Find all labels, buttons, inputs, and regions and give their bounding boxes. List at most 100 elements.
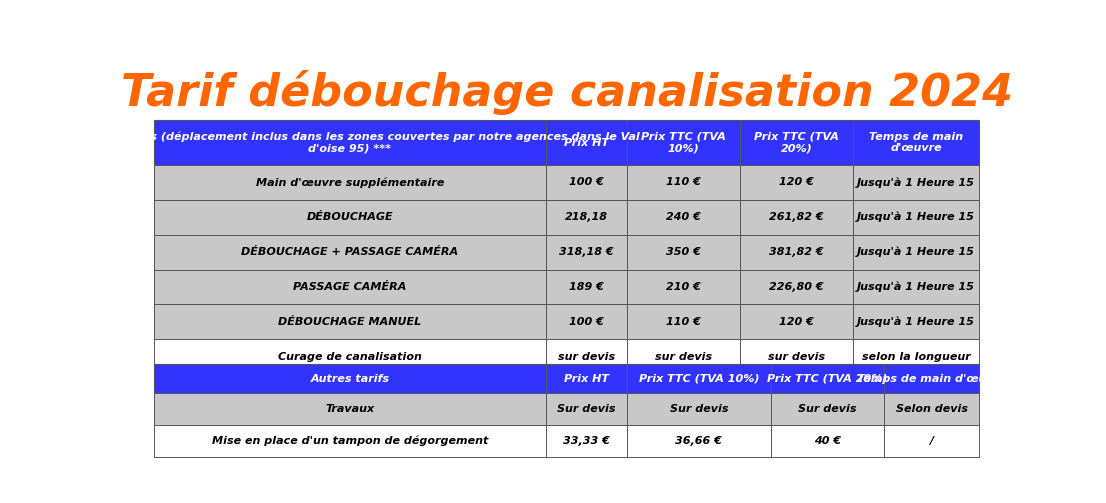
Text: 110 €: 110 €: [666, 317, 701, 327]
Bar: [627, 165, 740, 200]
Text: Tarif débouchage canalisation 2024: Tarif débouchage canalisation 2024: [121, 70, 1013, 115]
Text: Prix TTC (TVA 10%): Prix TTC (TVA 10%): [638, 374, 759, 384]
Bar: [853, 339, 979, 374]
Bar: [771, 393, 884, 425]
Text: 110 €: 110 €: [666, 178, 701, 187]
Text: DÉBOUCHAGE: DÉBOUCHAGE: [306, 212, 394, 222]
Bar: [154, 270, 546, 304]
Bar: [627, 364, 771, 393]
Bar: [546, 234, 627, 270]
Bar: [154, 200, 546, 234]
Bar: [853, 200, 979, 234]
Text: Jusqu'à 1 Heure 15: Jusqu'à 1 Heure 15: [857, 316, 975, 327]
Text: 240 €: 240 €: [666, 212, 701, 222]
Bar: [853, 270, 979, 304]
Bar: [546, 364, 627, 393]
Text: Main d'œuvre supplémentaire: Main d'œuvre supplémentaire: [255, 177, 445, 188]
Bar: [546, 393, 627, 425]
Bar: [154, 304, 546, 339]
Bar: [154, 165, 546, 200]
Bar: [771, 425, 884, 457]
Bar: [154, 339, 546, 374]
Bar: [740, 339, 853, 374]
Text: Tarif classiques (déplacement inclus dans les zones couvertes par notre agences : Tarif classiques (déplacement inclus dan…: [60, 132, 640, 154]
Bar: [740, 304, 853, 339]
Text: Temps de main
d'œuvre: Temps de main d'œuvre: [869, 132, 963, 153]
Text: 350 €: 350 €: [666, 247, 701, 257]
Text: 40 €: 40 €: [814, 436, 841, 446]
Bar: [627, 425, 771, 457]
Text: 120 €: 120 €: [779, 317, 814, 327]
Bar: [546, 200, 627, 234]
Text: Prix TTC (TVA 20%): Prix TTC (TVA 20%): [768, 374, 888, 384]
Text: 100 €: 100 €: [570, 178, 604, 187]
Bar: [546, 304, 627, 339]
Bar: [740, 270, 853, 304]
Bar: [884, 425, 979, 457]
Text: Curage de canalisation: Curage de canalisation: [278, 352, 421, 362]
Text: Autres tarifs: Autres tarifs: [311, 374, 389, 384]
Bar: [546, 425, 627, 457]
Bar: [627, 270, 740, 304]
Text: 210 €: 210 €: [666, 282, 701, 292]
Text: Sur devis: Sur devis: [799, 404, 857, 414]
Bar: [884, 393, 979, 425]
Bar: [546, 165, 627, 200]
Bar: [154, 425, 546, 457]
Bar: [154, 393, 546, 425]
Text: 33,33 €: 33,33 €: [563, 436, 611, 446]
Bar: [627, 200, 740, 234]
Bar: [740, 200, 853, 234]
Text: 36,66 €: 36,66 €: [676, 436, 722, 446]
Text: 218,18: 218,18: [565, 212, 608, 222]
Bar: [154, 120, 546, 165]
Text: sur devis: sur devis: [655, 352, 712, 362]
Text: Mise en place d'un tampon de dégorgement: Mise en place d'un tampon de dégorgement: [211, 436, 488, 446]
Bar: [853, 120, 979, 165]
Bar: [627, 120, 740, 165]
Text: sur devis: sur devis: [557, 352, 615, 362]
Text: selon la longueur: selon la longueur: [862, 352, 970, 362]
Text: 261,82 €: 261,82 €: [770, 212, 824, 222]
Bar: [546, 270, 627, 304]
Bar: [154, 234, 546, 270]
Text: Selon devis: Selon devis: [896, 404, 968, 414]
Bar: [771, 364, 884, 393]
Text: PASSAGE CAMÉRA: PASSAGE CAMÉRA: [293, 282, 407, 292]
Bar: [884, 364, 979, 393]
Text: 226,80 €: 226,80 €: [770, 282, 824, 292]
Text: Jusqu'à 1 Heure 15: Jusqu'à 1 Heure 15: [857, 282, 975, 292]
Text: 318,18 €: 318,18 €: [560, 247, 614, 257]
Bar: [853, 304, 979, 339]
Text: 100 €: 100 €: [570, 317, 604, 327]
Bar: [740, 234, 853, 270]
Bar: [853, 234, 979, 270]
Text: Prix TTC (TVA
20%): Prix TTC (TVA 20%): [754, 132, 839, 153]
Text: 120 €: 120 €: [779, 178, 814, 187]
Bar: [627, 393, 771, 425]
Text: Temps de main d'œuvre: Temps de main d'œuvre: [857, 374, 1006, 384]
Text: DÉBOUCHAGE + PASSAGE CAMÉRA: DÉBOUCHAGE + PASSAGE CAMÉRA: [241, 247, 459, 257]
Bar: [627, 339, 740, 374]
Bar: [546, 339, 627, 374]
Text: Prix HT: Prix HT: [564, 138, 609, 148]
Bar: [853, 165, 979, 200]
Text: Sur devis: Sur devis: [557, 404, 616, 414]
Bar: [740, 165, 853, 200]
Text: Travaux: Travaux: [325, 404, 375, 414]
Bar: [546, 120, 627, 165]
Text: Prix HT: Prix HT: [564, 374, 609, 384]
Bar: [627, 304, 740, 339]
Bar: [740, 120, 853, 165]
Text: sur devis: sur devis: [768, 352, 825, 362]
Text: Sur devis: Sur devis: [669, 404, 728, 414]
Bar: [627, 234, 740, 270]
Text: DÉBOUCHAGE MANUEL: DÉBOUCHAGE MANUEL: [279, 317, 421, 327]
Text: /: /: [929, 436, 933, 446]
Bar: [154, 364, 546, 393]
Text: Prix TTC (TVA
10%): Prix TTC (TVA 10%): [641, 132, 726, 153]
Text: 381,82 €: 381,82 €: [770, 247, 824, 257]
Text: Jusqu'à 1 Heure 15: Jusqu'à 1 Heure 15: [857, 247, 975, 258]
Text: 189 €: 189 €: [570, 282, 604, 292]
Text: Jusqu'à 1 Heure 15: Jusqu'à 1 Heure 15: [857, 212, 975, 222]
